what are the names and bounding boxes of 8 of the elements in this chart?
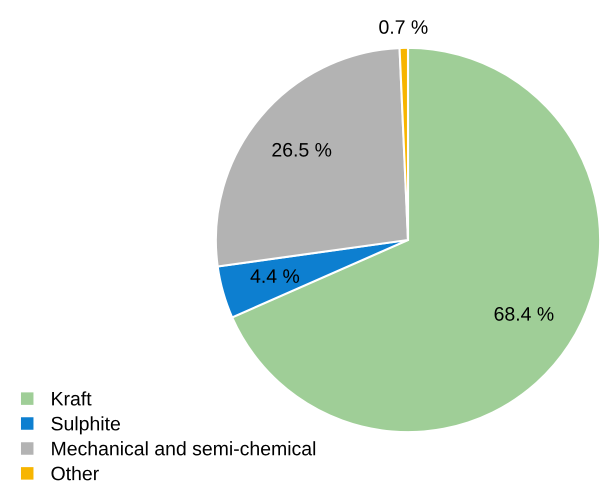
legend-label: Other [51, 466, 99, 480]
data-label: 68.4 % [494, 307, 554, 321]
legend-label: Mechanical and semi-chemical [52, 441, 316, 456]
legend-label: Kraft [52, 391, 92, 406]
data-label: 26.5 % [272, 142, 332, 157]
data-label: 4.4 % [250, 269, 300, 283]
data-label: 0.7 % [379, 20, 428, 34]
legend-label: Sulphite [51, 416, 120, 434]
